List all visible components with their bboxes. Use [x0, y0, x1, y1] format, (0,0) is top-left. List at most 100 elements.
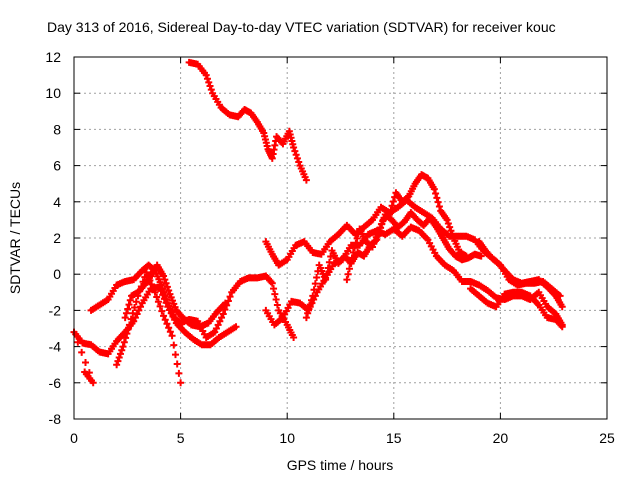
data-point	[206, 82, 214, 90]
data-point	[118, 346, 126, 354]
series-arc-9	[343, 209, 485, 284]
x-tick-labels: 0 5 10 15 20 25	[70, 430, 615, 446]
series-arc-5	[121, 261, 229, 331]
series-arc-11	[475, 238, 566, 311]
plot-frame	[73, 56, 608, 420]
data-point	[434, 198, 442, 206]
y-tick-label: -2	[49, 302, 62, 318]
data-point	[78, 348, 86, 356]
data-points	[70, 58, 566, 387]
data-point	[153, 293, 161, 301]
data-point	[325, 258, 333, 266]
data-point	[160, 312, 168, 320]
data-point	[161, 276, 169, 284]
data-point	[349, 248, 357, 256]
data-point	[154, 298, 162, 306]
data-point	[159, 285, 167, 293]
data-point	[216, 317, 224, 325]
data-point	[446, 223, 454, 231]
data-point	[324, 264, 332, 272]
data-point	[157, 281, 165, 289]
data-point	[121, 314, 129, 322]
x-tick-label: 15	[386, 430, 402, 446]
data-point	[221, 299, 229, 307]
data-point	[270, 285, 278, 293]
data-point	[162, 279, 170, 287]
series-arc-2	[70, 283, 240, 387]
data-point	[131, 314, 139, 322]
data-point	[82, 359, 90, 367]
data-point	[271, 290, 279, 298]
data-point	[177, 379, 185, 387]
y-axis-label: SDTVAR / TECUs	[7, 182, 23, 294]
data-point	[477, 252, 485, 260]
x-axis-label: GPS time / hours	[287, 457, 394, 473]
data-point	[163, 320, 171, 328]
data-point	[351, 244, 359, 252]
data-point	[273, 301, 281, 309]
data-point	[352, 239, 360, 247]
x-tick-label: 25	[599, 430, 615, 446]
data-point	[165, 324, 173, 332]
data-point	[348, 254, 356, 262]
data-point	[137, 303, 145, 311]
data-point	[272, 296, 280, 304]
data-point	[165, 286, 173, 294]
y-tick-label: 0	[53, 266, 61, 282]
data-point	[305, 305, 313, 313]
series-arc-3	[87, 261, 298, 342]
data-point	[443, 216, 451, 224]
data-point	[166, 328, 174, 336]
data-point	[302, 176, 310, 184]
y-tick-label: 8	[53, 121, 61, 137]
data-point	[433, 194, 441, 202]
data-point	[322, 276, 330, 284]
data-point	[171, 351, 179, 359]
data-point	[558, 323, 566, 331]
data-point	[129, 309, 137, 317]
data-point	[353, 234, 361, 242]
data-point	[309, 292, 317, 300]
data-point	[389, 197, 397, 205]
y-tick-labels: -8 -6 -4 -2 0 2 4 6 8 10 12	[45, 49, 61, 427]
grid-lines	[74, 57, 607, 419]
series-arc-1	[185, 58, 310, 184]
y-tick-label: 4	[53, 194, 61, 210]
y-tick-label: 12	[45, 49, 61, 65]
data-point	[89, 379, 97, 387]
data-point	[444, 220, 452, 228]
series-arc-10	[467, 285, 566, 331]
data-point	[148, 280, 156, 288]
data-point	[120, 338, 128, 346]
data-point	[168, 332, 176, 340]
data-point	[219, 310, 227, 318]
data-point	[218, 314, 226, 322]
chart-title: Day 313 of 2016, Sidereal Day-to-day VTE…	[47, 19, 556, 35]
data-point	[115, 353, 123, 361]
data-point	[214, 321, 222, 329]
data-point	[432, 189, 440, 197]
y-tick-label: -4	[49, 339, 62, 355]
x-tick-label: 20	[493, 430, 509, 446]
data-point	[122, 334, 130, 342]
data-point	[85, 369, 93, 377]
data-point	[122, 309, 130, 317]
data-point	[203, 75, 211, 83]
data-point	[403, 193, 411, 201]
data-point	[161, 316, 169, 324]
data-point	[125, 301, 133, 309]
data-point	[156, 302, 164, 310]
data-point	[113, 361, 121, 369]
x-tick-label: 10	[279, 430, 295, 446]
data-point	[119, 343, 127, 351]
data-point	[344, 270, 352, 278]
data-point	[302, 314, 310, 322]
y-tick-label: -6	[49, 375, 62, 391]
data-point	[232, 323, 240, 331]
data-point	[173, 360, 181, 368]
data-point	[447, 227, 455, 235]
data-point	[126, 296, 134, 304]
data-point	[226, 293, 234, 301]
data-point	[290, 144, 298, 151]
